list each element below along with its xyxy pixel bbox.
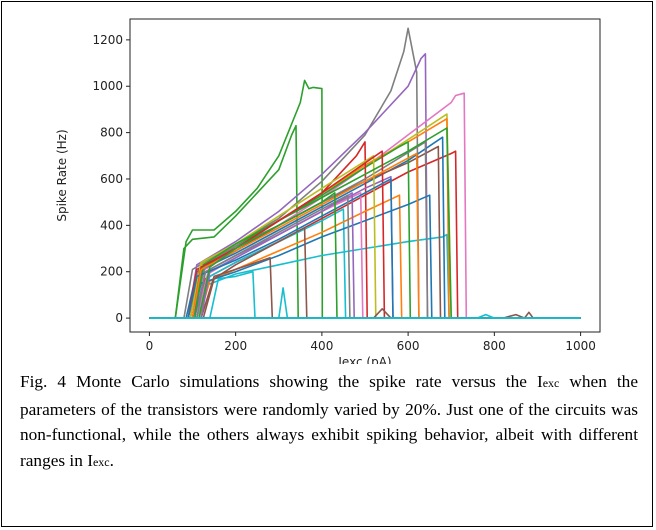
x-tick-label: 800 [483,339,506,353]
x-tick-label: 400 [310,339,333,353]
series-line-20 [149,155,581,319]
series-layer [149,27,581,319]
caption-prefix: Fig. 4 Monte Carlo simulations showing t… [20,372,537,391]
series-line-0 [149,79,581,319]
y-tick-label: 0 [115,311,123,325]
series-line-31 [149,307,581,319]
series-line-21 [149,127,581,319]
series-line-25 [149,178,581,319]
series-line-24 [149,192,581,319]
series-line-29 [149,192,581,319]
y-tick-label: 200 [100,265,123,279]
y-tick-label: 1200 [92,33,123,47]
caption-subscript-2: exc [92,454,110,469]
x-tick-label: 200 [224,339,247,353]
series-line-32 [149,311,581,319]
series-line-27 [149,194,581,319]
axes-box [129,18,601,333]
figure-caption: Fig. 4 Monte Carlo simulations showing t… [20,369,638,475]
caption-middle: when the parameters of the transistors w… [20,372,638,470]
caption-symbol-2: I [87,450,93,470]
tick-layer: 0 200 400 600 800 1000 0 200 400 600 800 1000 1200 [92,33,595,353]
series-line-2 [149,27,581,319]
series-line-28 [149,226,581,319]
series-line-30 [149,287,581,319]
x-tick-label: 600 [397,339,420,353]
series-line-26 [149,152,581,319]
x-tick-label: 0 [146,339,154,353]
x-tick-label: 1000 [565,339,596,353]
series-line-1 [149,124,581,319]
x-axis-label: Iexc (pA) [338,355,391,364]
caption-end: . [109,450,114,470]
caption-symbol: I [536,372,543,391]
y-axis-label: Spike Rate (Hz) [55,129,69,221]
caption-subscript: exc [542,376,560,390]
y-tick-label: 1000 [92,79,123,93]
y-tick-label: 600 [100,172,123,186]
y-tick-label: 400 [100,218,123,232]
y-tick-label: 800 [100,126,123,140]
spike-rate-chart: 0 200 400 600 800 1000 0 200 400 600 800 1000 1200 I… [55,18,601,364]
